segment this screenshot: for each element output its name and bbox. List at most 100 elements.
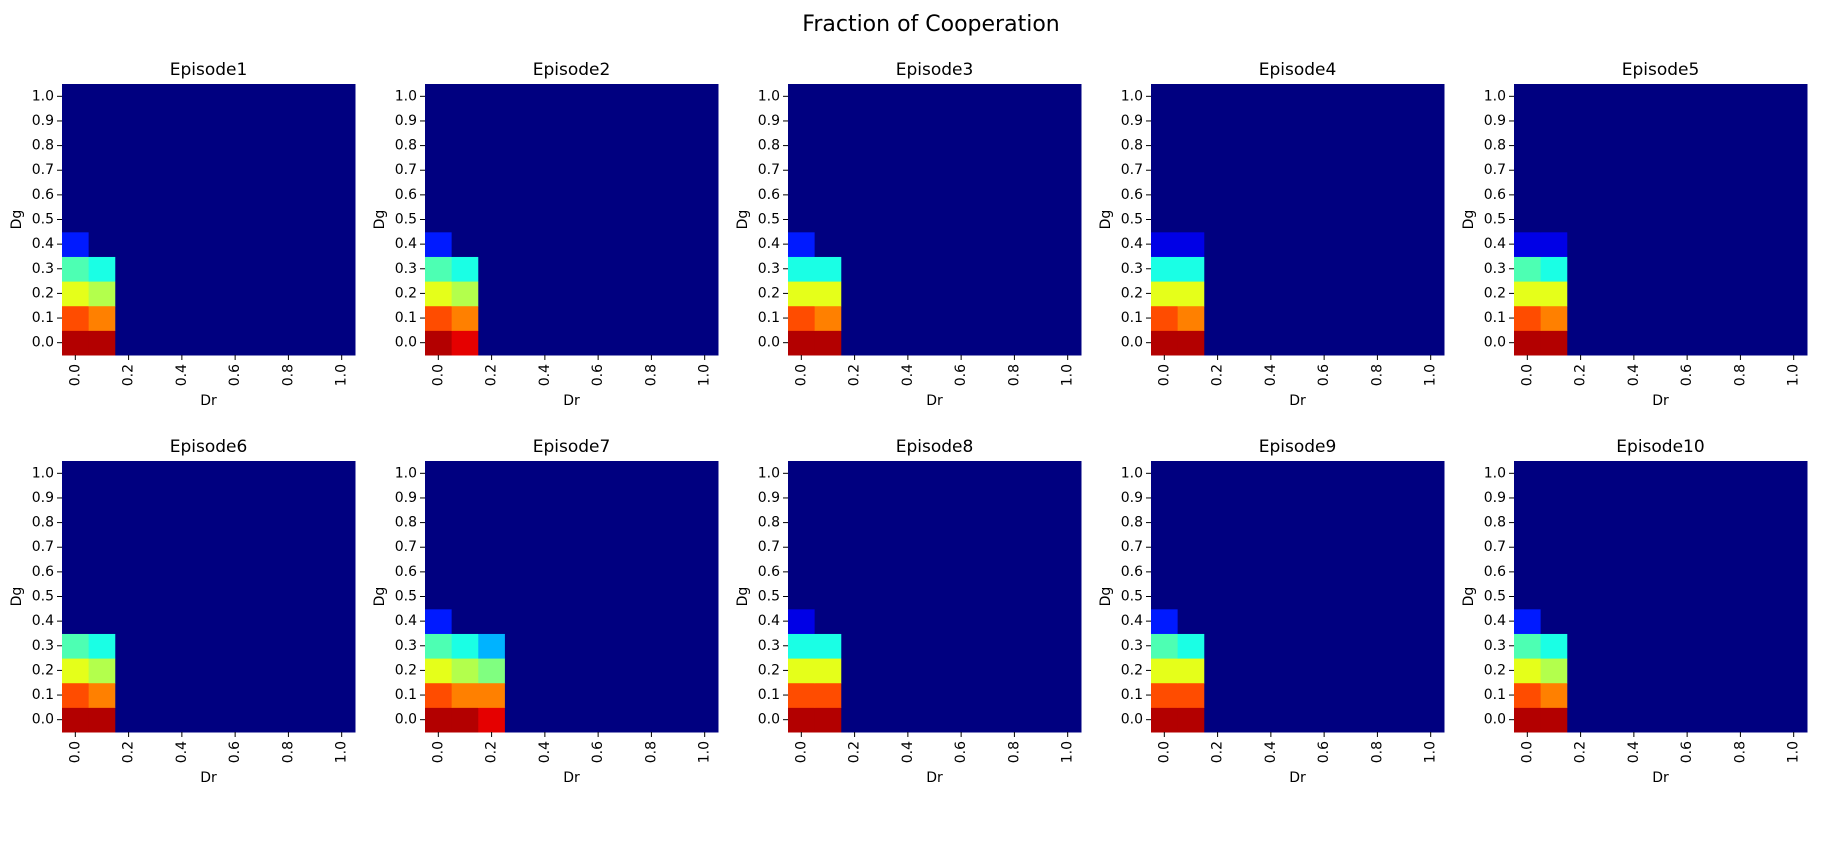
heatmap-cell xyxy=(221,461,249,487)
heatmap-cell xyxy=(1780,281,1808,307)
heatmap-cell xyxy=(1151,658,1179,684)
heatmap-cell xyxy=(814,207,842,233)
heatmap-cell xyxy=(867,608,896,634)
heatmap-cell xyxy=(1514,157,1542,184)
heatmap-cell xyxy=(1593,84,1622,110)
heatmap-cell xyxy=(478,461,506,487)
heatmap-cell xyxy=(328,658,356,684)
heatmap-cell xyxy=(1204,534,1232,561)
heatmap-cell xyxy=(1337,510,1365,536)
heatmap-cell xyxy=(1390,658,1418,684)
heatmap-cell xyxy=(1727,281,1755,307)
heatmap-cell xyxy=(1204,108,1232,134)
heatmap-cell xyxy=(867,658,896,684)
y-tick-label: 0.3 xyxy=(758,638,780,654)
heatmap-cell xyxy=(1540,608,1568,634)
heatmap-cell xyxy=(115,707,143,733)
heatmap-cell xyxy=(814,231,842,257)
heatmap-cell xyxy=(1700,682,1728,708)
heatmap-cell xyxy=(1230,207,1259,233)
heatmap-cell xyxy=(451,133,479,159)
heatmap-cell xyxy=(974,305,1002,331)
y-tick-label: 0.3 xyxy=(32,638,54,654)
heatmap-cell xyxy=(1700,108,1728,134)
heatmap-cell xyxy=(1593,281,1622,307)
heatmap-cell xyxy=(1027,108,1055,134)
heatmap-cell xyxy=(221,330,249,356)
heatmap-cell xyxy=(1417,330,1445,356)
heatmap-cell xyxy=(1054,256,1082,282)
heatmap-cell xyxy=(451,485,479,511)
heatmap-cell xyxy=(1514,633,1542,659)
heatmap-cell xyxy=(894,658,922,684)
heatmap-cell xyxy=(558,461,586,487)
heatmap-cell xyxy=(814,707,842,733)
heatmap-cell xyxy=(1027,133,1055,159)
heatmap-cell xyxy=(1514,330,1542,356)
heatmap-cell xyxy=(1027,305,1055,331)
heatmap-cell xyxy=(248,256,276,282)
heatmap-cell xyxy=(1753,510,1781,536)
heatmap-cell xyxy=(664,133,692,159)
heatmap-cell xyxy=(1700,633,1728,659)
heatmap-cell xyxy=(195,608,223,634)
y-tick-label: 0.1 xyxy=(1484,687,1506,703)
heatmap-cell xyxy=(1390,256,1418,282)
heatmap-cell xyxy=(1593,330,1622,356)
x-axis-label: Dr xyxy=(200,393,217,409)
heatmap-cell xyxy=(301,510,329,536)
heatmap-cell xyxy=(814,108,842,134)
heatmap-cell xyxy=(1567,682,1595,708)
heatmap-cell xyxy=(974,133,1002,159)
heatmap-cell xyxy=(1753,707,1781,733)
heatmap-cell xyxy=(195,510,223,536)
y-tick-label: 0.1 xyxy=(758,310,780,326)
heatmap-cell xyxy=(584,510,612,536)
heatmap-cell xyxy=(947,608,975,634)
heatmap-cell xyxy=(141,133,170,159)
heatmap-cell xyxy=(1540,133,1568,159)
x-tick-label: 0.0 xyxy=(67,741,83,763)
heatmap-cell xyxy=(1620,330,1648,356)
heatmap-cell xyxy=(1284,231,1312,257)
heatmap-cell xyxy=(328,485,356,511)
heatmap-cell xyxy=(691,461,719,487)
heatmap-cell xyxy=(62,133,90,159)
heatmap-cell xyxy=(867,182,896,208)
heatmap-cell xyxy=(1151,682,1179,708)
y-tick-label: 0.0 xyxy=(1484,712,1506,728)
heatmap-cell xyxy=(1054,707,1082,733)
x-tick-label: 0.8 xyxy=(280,364,296,386)
heatmap-cell xyxy=(1647,182,1675,208)
heatmap-cell xyxy=(558,108,586,134)
heatmap-cell xyxy=(248,510,276,536)
heatmap-cell xyxy=(867,485,896,511)
heatmap-cell xyxy=(478,133,506,159)
heatmap-cell xyxy=(531,658,559,684)
heatmap-cell xyxy=(451,305,479,331)
heatmap-cell xyxy=(894,633,922,659)
heatmap-cell xyxy=(1567,534,1595,561)
heatmap-cell xyxy=(1540,330,1568,356)
heatmap-cell xyxy=(531,182,559,208)
heatmap-cell xyxy=(1514,707,1542,733)
heatmap-cell xyxy=(1204,305,1232,331)
heatmap-cell xyxy=(1177,157,1205,184)
y-tick-label: 0.0 xyxy=(32,335,54,351)
heatmap-cell xyxy=(1001,207,1029,233)
heatmap-cell xyxy=(947,281,975,307)
heatmap-cell xyxy=(195,108,223,134)
heatmap-cell xyxy=(1700,84,1728,110)
heatmap-cell xyxy=(248,633,276,659)
heatmap-cell xyxy=(1204,281,1232,307)
y-tick-label: 0.5 xyxy=(395,589,417,605)
heatmap-cell xyxy=(894,330,922,356)
heatmap-cell xyxy=(611,559,639,585)
heatmap-cell xyxy=(328,84,356,110)
heatmap-cell xyxy=(921,608,949,634)
heatmap-cell xyxy=(974,584,1002,610)
heatmap-cell xyxy=(1753,584,1781,610)
heatmap-cell xyxy=(894,108,922,134)
heatmap-cell xyxy=(1284,108,1312,134)
heatmap-cell xyxy=(921,84,949,110)
